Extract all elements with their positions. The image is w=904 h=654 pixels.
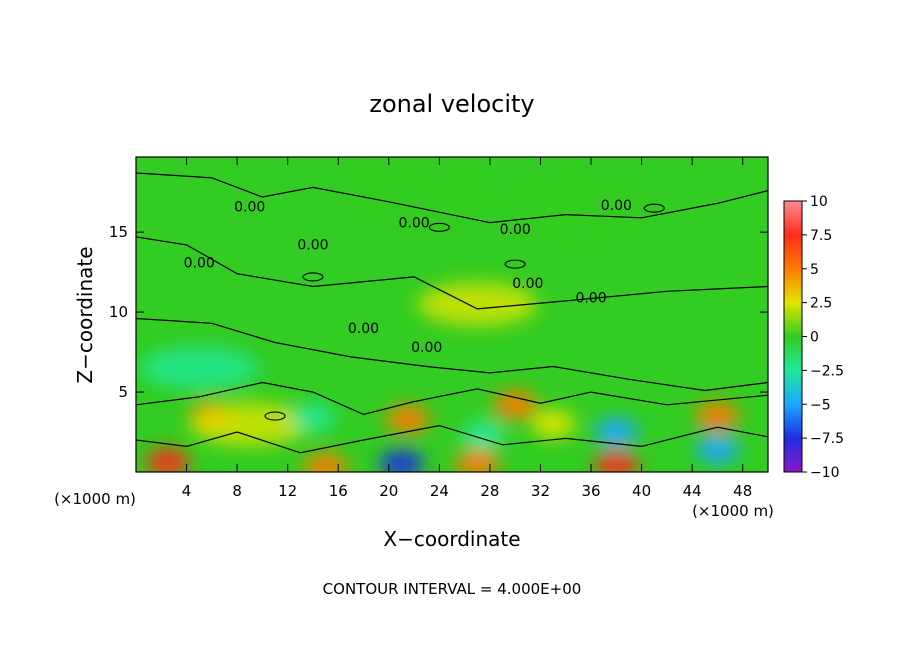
colorbar-tick-label: 5 <box>810 262 819 278</box>
x-tick-label: 8 <box>232 482 242 500</box>
contour-label-5: 0.00 <box>297 238 328 254</box>
field-feature-6 <box>385 405 430 434</box>
field-feature-3 <box>189 402 310 447</box>
plot-area: 0.000.00 0.000.000.000.000.000.000.000.00… <box>109 156 769 500</box>
x-tick-label: 4 <box>182 482 192 500</box>
field-feature-4 <box>290 403 335 432</box>
contour-label-3: 0.00 <box>500 222 531 238</box>
field-feature-12 <box>594 418 639 447</box>
colorbar-tick-label: −10 <box>810 465 840 481</box>
contour-loop-2 <box>428 222 450 232</box>
contour-interval-note: CONTOUR INTERVAL = 4.000E+00 <box>323 580 582 598</box>
contour-loop-1 <box>302 272 324 282</box>
y-tick-label: 15 <box>109 223 128 241</box>
colorbar: 10 7.5 5 2.5 0 −2.5 −5 −7.5 −10 <box>783 194 844 481</box>
colorbar-tick-label: 7.5 <box>810 228 832 244</box>
contour-line-5 <box>136 424 768 454</box>
x-tick-label: 32 <box>531 482 550 500</box>
field-feature-7 <box>379 450 424 472</box>
contour-label-10: 0.00 <box>348 321 379 337</box>
x-tick-label: 20 <box>379 482 398 500</box>
contour-label-8: 0.00 <box>575 291 606 307</box>
x-tick-label: 16 <box>329 482 348 500</box>
heatmap-field <box>136 157 768 472</box>
x-axis-label: X−coordinate <box>383 527 520 551</box>
contour-line-1 <box>136 172 768 224</box>
y-axis-ticks: 5 10 15 <box>109 223 768 401</box>
x-tick-label: 28 <box>480 482 499 500</box>
plot-frame <box>135 156 769 473</box>
x-tick-label: 36 <box>581 482 600 500</box>
field-feature-14 <box>695 402 740 431</box>
field-feature-10 <box>493 390 538 419</box>
colorbar-tick-label: 2.5 <box>810 296 832 312</box>
contour-label-4: 0.00 <box>184 255 215 271</box>
y-tick-label: 5 <box>118 383 128 401</box>
y-axis-label: Z−coordinate <box>73 246 97 383</box>
x-unit-right: (×1000 m) <box>692 502 774 520</box>
x-unit-left: (×1000 m) <box>54 490 136 508</box>
contour-line-2 <box>136 236 768 310</box>
field-feature-9 <box>461 421 506 450</box>
x-tick-label: 44 <box>683 482 702 500</box>
y-tick-label: 10 <box>109 303 128 321</box>
contour-loop-5 <box>504 259 526 269</box>
x-tick-label: 24 <box>430 482 449 500</box>
contour-label-9: 0.00 <box>411 340 442 356</box>
contour-label-7: 0.00 <box>601 198 632 214</box>
colorbar-tick-label: 0 <box>810 330 819 346</box>
colorbar-tick-label: 10 <box>810 194 828 210</box>
field-feature-16 <box>139 346 260 391</box>
x-axis-ticks: 4 8 12 16 20 24 28 32 36 40 44 48 <box>182 157 752 500</box>
field-feature-11 <box>531 410 576 439</box>
colorbar-tick-label: −2.5 <box>810 363 844 379</box>
colorbar-tick-label: −7.5 <box>810 431 844 447</box>
contour-label-2: 0.00 <box>398 215 429 231</box>
x-tick-label: 12 <box>278 482 297 500</box>
field-feature-5 <box>303 453 348 472</box>
colorbar-ramp <box>783 200 803 473</box>
field-feature-8 <box>455 450 500 472</box>
field-feature-19 <box>354 170 475 215</box>
field-feature-18 <box>518 186 639 231</box>
field-feature-13 <box>594 451 639 472</box>
contour-loop-3 <box>264 411 286 421</box>
contour-loop-4 <box>643 203 665 213</box>
contour-label-6: 0.00 <box>512 276 543 292</box>
colorbar-tick-label: −5 <box>810 397 831 413</box>
contour-line-4 <box>136 381 768 416</box>
contour-label-1: 0.00 <box>234 199 265 215</box>
x-tick-label: 40 <box>632 482 651 500</box>
chart-title: zonal velocity <box>369 90 534 118</box>
contour-lines: 0.00 0.00 0.00 0.00 0.00 0.00 0.00 0.00 0.00 0.00 <box>136 172 768 454</box>
field-feature-1 <box>145 448 190 472</box>
field-feature-15 <box>695 435 740 464</box>
contour-line-3 <box>136 317 768 392</box>
x-tick-label: 48 <box>733 482 752 500</box>
